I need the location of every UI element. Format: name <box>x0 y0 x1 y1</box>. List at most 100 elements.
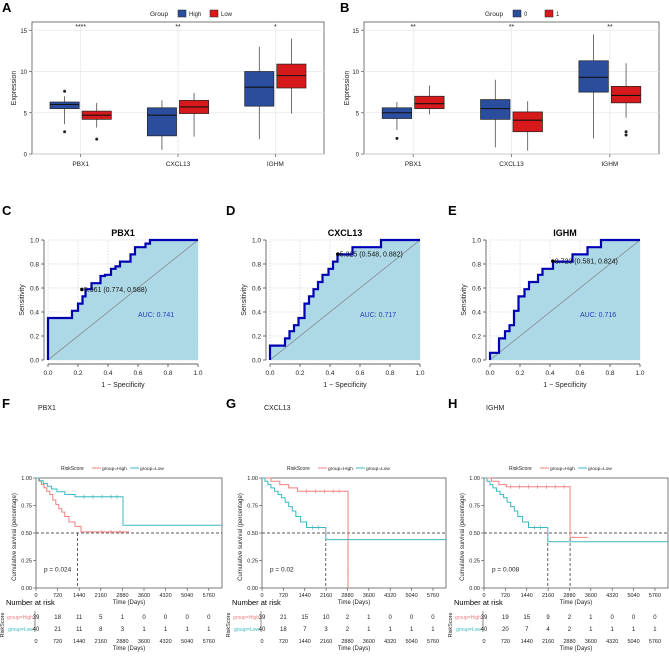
x-tick-label: 5040 <box>627 593 639 599</box>
x-tick-label: 3600 <box>585 593 597 599</box>
x-axis-label: 1 − Specificity <box>323 382 367 389</box>
panel-letter: F <box>2 396 10 411</box>
box-1 <box>414 95 445 109</box>
y-tick-label: 0.8 <box>472 262 481 269</box>
x-axis-label: Time (Days) <box>113 600 145 606</box>
x-tick-label: 0.8 <box>605 370 614 377</box>
x-tick-label: 0.8 <box>385 370 394 377</box>
x-tick-label: PBX1 <box>72 161 89 168</box>
legend-label: group=High <box>102 466 127 472</box>
risk-count: 2 <box>346 615 350 621</box>
x-tick-label: CXCL13 <box>166 161 191 168</box>
risk-count: 7 <box>303 627 307 633</box>
diagonal-line <box>269 239 421 361</box>
risk-x-tick-label: 0 <box>260 639 263 645</box>
risk-x-tick-label: 1440 <box>299 639 311 645</box>
risk-x-tick-label: 2880 <box>563 639 575 645</box>
threshold-label: 5.961 (0.774, 0.588) <box>84 287 147 294</box>
legend-label: Low <box>221 12 233 18</box>
y-tick-label: 0.00 <box>247 586 258 592</box>
survival-curve-group=Low <box>36 477 222 526</box>
risk-x-tick-label: 5760 <box>427 639 439 645</box>
risk-count: 18 <box>54 615 61 621</box>
risk-count: 0 <box>431 615 435 621</box>
y-tick-label: 0 <box>356 153 360 159</box>
threshold-point <box>336 252 340 256</box>
risk-count: 21 <box>54 627 61 633</box>
diagonal-line <box>47 239 199 361</box>
risk-count: 0 <box>142 615 146 621</box>
risk-table-title: Number at risk <box>6 598 55 607</box>
panel-letter: G <box>226 396 236 411</box>
risk-count: 0 <box>389 615 393 621</box>
y-tick-label: 0.50 <box>247 531 258 537</box>
risk-table: Number at risk group=High group=LowRiskSco… <box>0 598 215 652</box>
legend-title: Group <box>485 11 503 18</box>
risk-count: 1 <box>611 627 615 633</box>
y-tick-label: 0.4 <box>252 310 261 317</box>
risk-count: 7 <box>525 627 529 633</box>
risk-count: 2 <box>346 627 350 633</box>
legend-title: RiskScore <box>509 466 532 472</box>
x-tick-label: 5760 <box>649 593 661 599</box>
x-tick-label: 720 <box>279 593 288 599</box>
risk-x-tick-label: 1440 <box>521 639 533 645</box>
risk-count: 40 <box>33 627 40 633</box>
y-tick-label: 0.75 <box>247 504 258 510</box>
legend-swatch <box>177 9 187 18</box>
legend-label: High <box>189 12 201 18</box>
x-tick-label: 5040 <box>405 593 417 599</box>
y-tick-label: 0.00 <box>21 586 32 592</box>
x-tick-label: 3600 <box>138 593 150 599</box>
legend-label: group=High <box>328 466 353 472</box>
roc-curve <box>46 238 198 360</box>
box-0 <box>578 60 609 93</box>
y-tick-label: 1.00 <box>247 476 258 482</box>
risk-x-tick-label: 3600 <box>363 639 375 645</box>
risk-x-tick-label: 5760 <box>203 639 215 645</box>
auc-label: AUC: 0.741 <box>138 312 174 319</box>
risk-table-title: Number at risk <box>454 598 503 607</box>
significance-label: ** <box>175 24 181 31</box>
significance-label: * <box>274 24 277 31</box>
risk-y-label: RiskScore <box>448 612 454 637</box>
y-tick-label: 1.0 <box>30 238 39 245</box>
risk-x-tick-label: 3600 <box>138 639 150 645</box>
risk-x-tick-label: 720 <box>279 639 288 645</box>
y-tick-label: 0.6 <box>472 286 481 293</box>
risk-y-label: RiskScore <box>226 612 232 637</box>
y-tick-label: 0.8 <box>252 262 261 269</box>
box-High <box>49 101 80 109</box>
y-tick-label: 0.6 <box>252 286 261 293</box>
y-tick-label: 0.25 <box>469 559 480 565</box>
legend-title: RiskScore <box>61 466 84 472</box>
risk-count: 39 <box>481 615 488 621</box>
y-tick-label: 1.00 <box>469 476 480 482</box>
risk-count: 0 <box>164 615 168 621</box>
x-tick-label: 1.0 <box>193 370 202 377</box>
risk-count: 1 <box>589 627 593 633</box>
risk-count: 1 <box>589 615 593 621</box>
roc-title: PBX1 <box>111 228 135 238</box>
risk-count: 0 <box>632 615 636 621</box>
risk-count: 0 <box>410 615 414 621</box>
legend-swatch <box>209 9 219 18</box>
x-tick-label: 0.0 <box>43 370 52 377</box>
panel-letter: D <box>226 203 235 218</box>
significance-label: ** <box>509 24 515 31</box>
box-0 <box>480 99 511 120</box>
y-tick-label: 10 <box>20 70 27 76</box>
x-tick-label: 1440 <box>73 593 85 599</box>
outlier-point <box>63 130 67 134</box>
roc-title: CXCL13 <box>328 228 363 238</box>
y-axis-label: Cumulative survival (percentage) <box>460 493 466 581</box>
y-tick-label: 0.6 <box>30 286 39 293</box>
y-tick-label: 0.00 <box>469 586 480 592</box>
y-axis-label: Cumulative survival (percentage) <box>238 493 244 581</box>
risk-count: 21 <box>280 615 287 621</box>
risk-count: 15 <box>301 615 308 621</box>
x-tick-label: 720 <box>53 593 62 599</box>
risk-x-tick-label: 720 <box>53 639 62 645</box>
outlier-point <box>624 133 628 137</box>
